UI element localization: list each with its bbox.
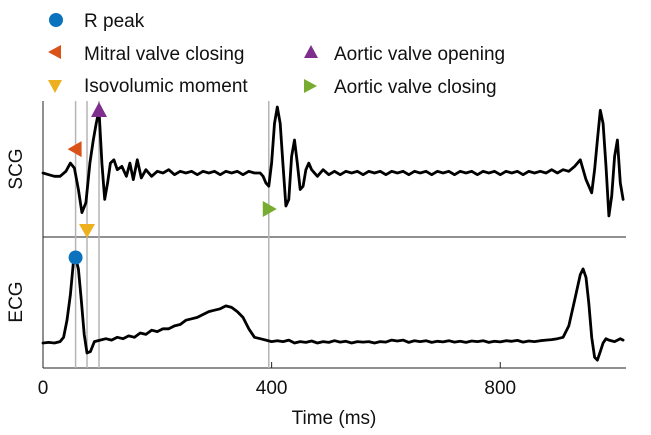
axes [42, 101, 626, 369]
legend-label-aortic-opening: Aortic valve opening [334, 44, 505, 65]
legend-item-aortic-closing: Aortic valve closing [304, 77, 497, 98]
legend-item-r-peak: R peak [49, 11, 145, 32]
triangle-right-marker-icon [304, 79, 317, 93]
event-marker-aortic-valve-opening [91, 102, 108, 117]
triangle-left-marker-icon [48, 45, 61, 59]
event-marker-mitral-valve-closing [67, 141, 82, 158]
y-label-scg: SCG [6, 148, 27, 189]
legend-label-r-peak: R peak [84, 11, 145, 32]
scg-trace [41, 105, 625, 218]
x-tick-label: 400 [256, 378, 288, 399]
ecg-trace [41, 256, 625, 362]
legend-item-mitral: Mitral valve closing [48, 44, 245, 65]
event-marker-isovolumic-moment [79, 224, 96, 238]
triangle-down-marker-icon [48, 80, 62, 93]
legend-label-aortic-closing: Aortic valve closing [334, 77, 497, 98]
event-marker-r-peak [68, 250, 83, 265]
y-label-ecg: ECG [6, 281, 27, 322]
triangle-up-marker-icon [304, 45, 318, 58]
legend-item-isovolumic: Isovolumic moment [48, 76, 248, 97]
legend: R peak Mitral valve closing Isovolumic m… [48, 11, 505, 98]
x-tick-label: 0 [38, 378, 49, 399]
x-tick-label: 800 [484, 378, 516, 399]
legend-item-aortic-opening: Aortic valve opening [304, 44, 505, 65]
x-axis-label: Time (ms) [292, 408, 377, 429]
legend-label-mitral: Mitral valve closing [84, 44, 245, 65]
x-ticks: 0 400 800 [38, 362, 516, 399]
event-markers [67, 102, 277, 265]
r-peak-marker-icon [49, 13, 63, 27]
legend-label-isovolumic: Isovolumic moment [84, 76, 248, 97]
traces [41, 105, 625, 362]
event-marker-aortic-valve-closing [262, 201, 277, 217]
